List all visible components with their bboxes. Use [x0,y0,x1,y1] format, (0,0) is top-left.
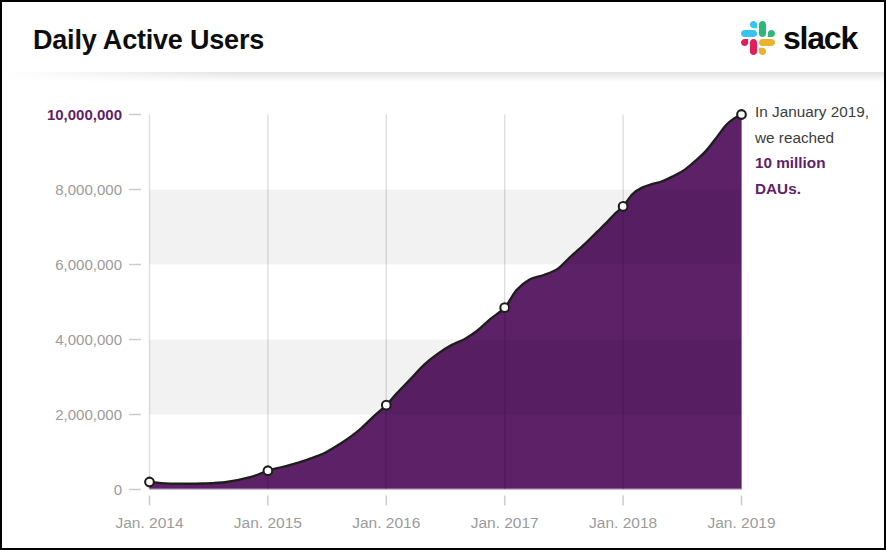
band-8m-6m [150,190,742,265]
axis-baseline-highlight [150,488,742,490]
y-label-2m: 2,000,000 [55,406,122,423]
dau-area-chart: 10,000,000 8,000,000 6,000,000 4,000,000… [2,2,886,550]
x-axis-labels: Jan. 2014 Jan. 2015 Jan. 2016 Jan. 2017 … [115,514,775,531]
data-point-jan-2015 [264,466,273,475]
x-label-2015: Jan. 2015 [234,514,302,531]
x-label-2016: Jan. 2016 [352,514,420,531]
data-point-jan-2018 [619,202,628,211]
x-label-2019: Jan. 2019 [707,514,775,531]
x-label-2017: Jan. 2017 [471,514,539,531]
slack-logo: slack [741,21,857,55]
data-point-jan-2017 [500,303,509,312]
y-label-6m: 6,000,000 [55,256,122,273]
header: Daily Active Users slack [2,2,884,72]
y-label-8m: 8,000,000 [55,181,122,198]
data-point-jan-2016 [382,401,391,410]
y-label-4m: 4,000,000 [55,331,122,348]
annotation-line-4: DAUs. [755,176,869,202]
page-title: Daily Active Users [33,25,264,56]
annotation-line-1: In January 2019, [755,99,869,125]
data-point-jan-2014 [145,478,154,487]
x-label-2018: Jan. 2018 [589,514,657,531]
y-axis-labels: 10,000,000 8,000,000 6,000,000 4,000,000… [47,106,122,498]
annotation-callout: In January 2019, we reached 10 million D… [755,99,869,201]
x-tick-group [150,496,742,506]
slack-logo-icon [741,21,775,55]
x-label-2014: Jan. 2014 [115,514,183,531]
y-tick-group [129,115,141,490]
y-label-10m: 10,000,000 [47,106,122,123]
data-point-jan-2019 [737,110,746,119]
infographic-card: Daily Active Users slack [0,0,886,550]
annotation-line-2: we reached [755,125,869,151]
band-4m-2m [150,340,742,415]
annotation-line-3: 10 million [755,150,869,176]
y-label-0: 0 [114,481,122,498]
slack-wordmark: slack [783,22,857,54]
area-series [150,115,742,490]
